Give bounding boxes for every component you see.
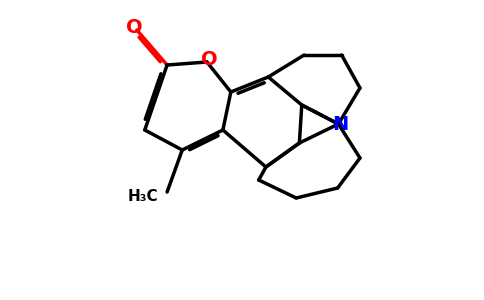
Text: H₃C: H₃C xyxy=(128,189,159,204)
Text: O: O xyxy=(126,18,143,38)
Text: N: N xyxy=(333,115,348,134)
Text: O: O xyxy=(201,50,217,69)
